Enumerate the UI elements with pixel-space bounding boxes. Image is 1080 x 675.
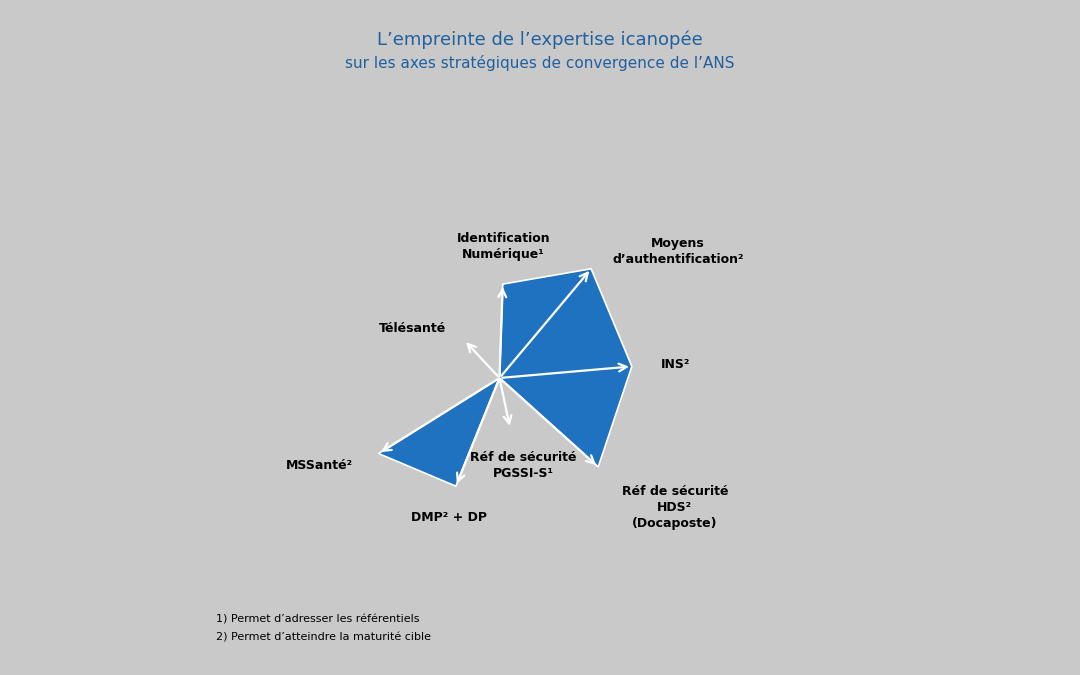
Text: Télésanté: Télésanté — [379, 322, 447, 335]
Text: 2) Permet d’atteindre la maturité cible: 2) Permet d’atteindre la maturité cible — [216, 632, 431, 643]
Polygon shape — [499, 269, 632, 467]
Text: Identification
Numérique¹: Identification Numérique¹ — [457, 232, 551, 261]
Text: 1) Permet d’adresser les référentiels: 1) Permet d’adresser les référentiels — [216, 614, 419, 624]
Text: MSSanté²: MSSanté² — [286, 459, 353, 472]
Text: Moyens
d’authentification²: Moyens d’authentification² — [612, 237, 744, 266]
Text: sur les axes stratégiques de convergence de l’ANS: sur les axes stratégiques de convergence… — [346, 55, 734, 72]
Text: Réf de sécurité
HDS²
(Docaposte): Réf de sécurité HDS² (Docaposte) — [622, 485, 728, 531]
Text: Réf de sécurité
PGSSI-S¹: Réf de sécurité PGSSI-S¹ — [470, 451, 577, 480]
Text: DMP² + DP: DMP² + DP — [410, 511, 486, 524]
Text: INS²: INS² — [661, 358, 690, 371]
Text: L’empreinte de l’expertise icanopée: L’empreinte de l’expertise icanopée — [377, 30, 703, 49]
Polygon shape — [379, 378, 499, 486]
